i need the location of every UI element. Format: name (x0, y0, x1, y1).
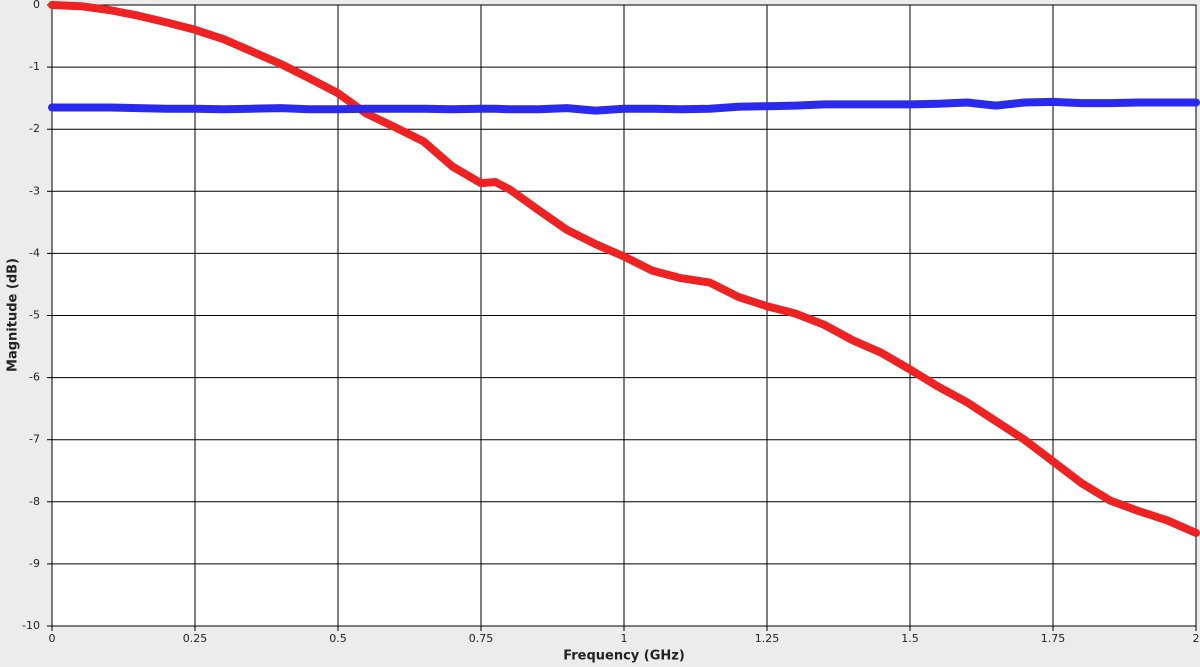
x-tick-label: 1 (621, 632, 628, 645)
x-tick-label: 1.5 (901, 632, 919, 645)
series-line (48, 97, 1200, 115)
x-tick-label: 0 (49, 632, 56, 645)
y-tick-label: -7 (29, 433, 40, 446)
series-line (48, 1, 1200, 537)
y-tick-label: -1 (29, 60, 40, 73)
y-tick-label: -8 (29, 495, 40, 508)
y-axis-title: Magnitude (dB) (6, 258, 21, 372)
y-tick-label: -5 (29, 309, 40, 322)
x-tick-label: 0.5 (329, 632, 347, 645)
x-tick-label: 0.75 (469, 632, 494, 645)
y-tick-label: -9 (29, 557, 40, 570)
y-tick-label: -3 (29, 184, 40, 197)
y-tick-label: -6 (29, 371, 40, 384)
y-tick-label: -4 (29, 246, 40, 259)
y-tick-label: 0 (33, 0, 40, 11)
x-tick-label: 0.25 (183, 632, 208, 645)
x-axis-title: Frequency (GHz) (563, 649, 685, 664)
x-tick-label: 1.25 (755, 632, 780, 645)
y-tick-label: -2 (29, 122, 40, 135)
x-tick-label: 1.75 (1041, 632, 1066, 645)
y-tick-label: -10 (22, 619, 40, 632)
x-tick-label: 2 (1193, 632, 1200, 645)
